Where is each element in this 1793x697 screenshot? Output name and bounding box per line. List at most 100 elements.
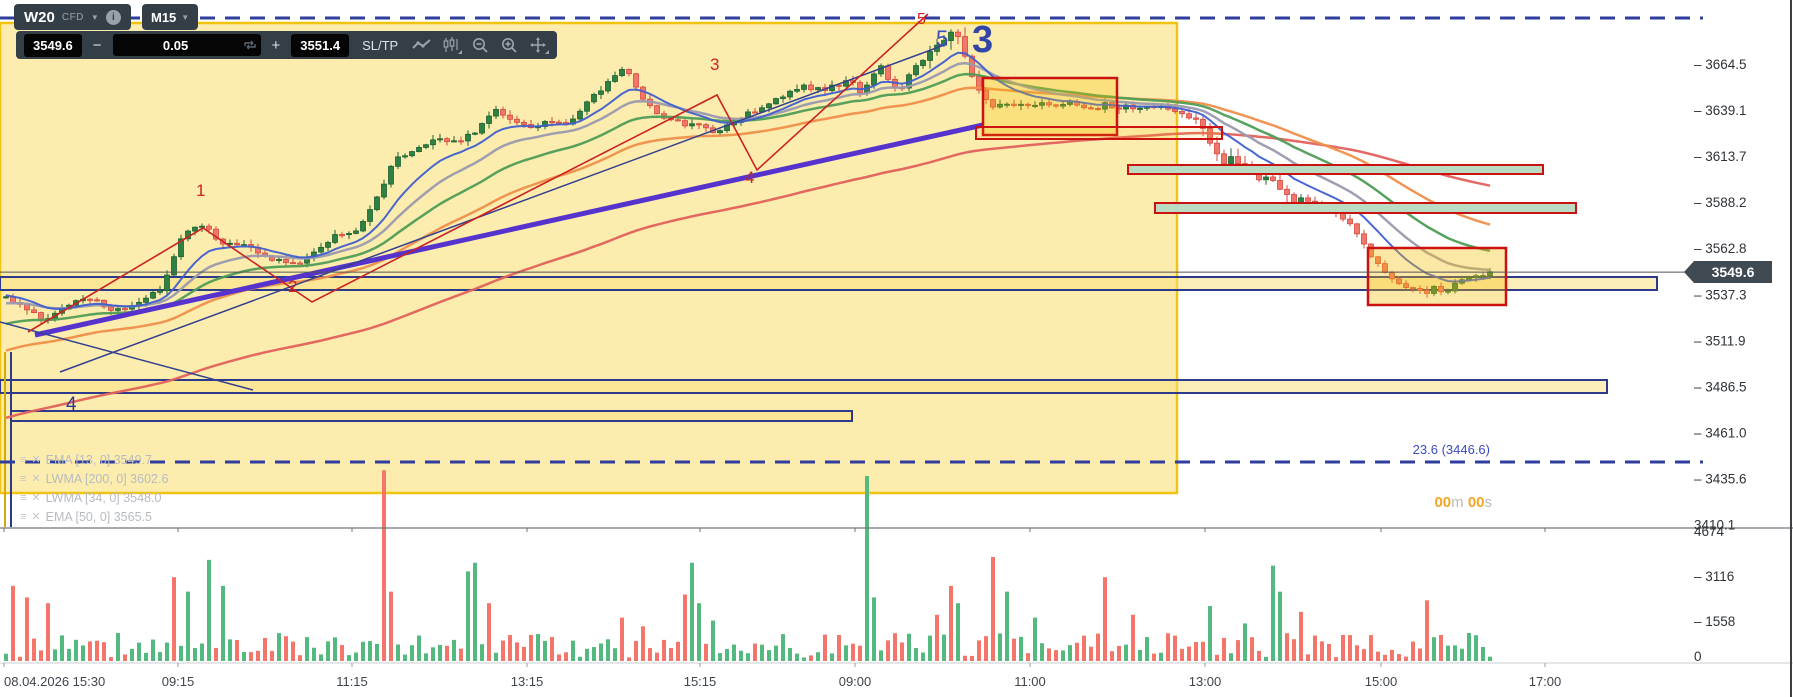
- volume-bar: [697, 603, 701, 661]
- indicator-settings-icon[interactable]: ≡: [20, 472, 27, 485]
- candle-body: [556, 121, 562, 124]
- indicator-remove-icon[interactable]: ✕: [31, 473, 41, 485]
- candle-body: [654, 105, 660, 115]
- candle-body: [1193, 117, 1199, 120]
- wave-annotation[interactable]: 3: [710, 55, 719, 74]
- instrument-bar: W20 CFD ▼ i: [14, 4, 131, 30]
- candle-body: [192, 226, 198, 232]
- ma-line-lwma-200[interactable]: [5, 131, 1491, 420]
- volume-bar: [186, 591, 190, 661]
- zoom-in-icon[interactable]: [498, 35, 520, 55]
- volume-bar: [1453, 645, 1457, 661]
- price-axis-label: – 3461.0: [1694, 426, 1747, 441]
- zoom-out-icon[interactable]: [469, 35, 491, 55]
- chevron-down-icon[interactable]: ▼: [90, 12, 99, 22]
- marked-zone-1[interactable]: [981, 76, 1119, 137]
- indicator-remove-icon[interactable]: ✕: [31, 492, 41, 504]
- support-band-1[interactable]: [0, 276, 1658, 291]
- countdown-minutes: 00: [1434, 494, 1452, 511]
- refresh-icon[interactable]: [239, 35, 261, 55]
- timeframe-selector[interactable]: M15 ▼: [142, 4, 199, 30]
- volume-bar: [1327, 644, 1331, 661]
- decrease-volume-button[interactable]: −: [92, 36, 102, 54]
- wave-annotation[interactable]: 3: [972, 19, 993, 61]
- candlestick-chart-type-icon[interactable]: [440, 35, 463, 55]
- sltp-button[interactable]: SL/TP: [362, 37, 399, 53]
- candle-body: [612, 75, 618, 82]
- volume-bar: [1257, 650, 1261, 661]
- indicator-remove-icon[interactable]: ✕: [31, 511, 41, 523]
- volume-bar: [361, 641, 365, 661]
- pan-move-icon[interactable]: [527, 35, 550, 55]
- wave-annotation[interactable]: 2: [288, 277, 297, 296]
- wave-zigzag[interactable]: [27, 13, 929, 333]
- candle-body: [1438, 286, 1444, 293]
- indicator-settings-icon[interactable]: ≡: [20, 510, 27, 523]
- volume-axis-label: 0: [1694, 649, 1702, 664]
- price-axis-label: – 3588.2: [1694, 195, 1747, 210]
- volume-bar: [592, 647, 596, 661]
- marked-zone-5[interactable]: [1366, 246, 1508, 307]
- wave-annotation[interactable]: 1: [196, 181, 205, 200]
- marked-zone-3[interactable]: [1127, 164, 1544, 175]
- volume-bar: [1236, 640, 1240, 661]
- marked-zone-4[interactable]: [1154, 202, 1577, 214]
- sell-price-button[interactable]: 3549.6: [24, 33, 82, 57]
- volume-bar: [641, 626, 645, 661]
- candle-body: [871, 73, 877, 86]
- volume-input[interactable]: 0.05: [112, 34, 261, 56]
- time-axis-label: 13:15: [511, 674, 544, 689]
- volume-bar: [144, 652, 148, 661]
- buy-price-button[interactable]: 3551.4: [291, 33, 350, 57]
- candle-body: [1417, 288, 1423, 291]
- volume-bar: [291, 641, 295, 661]
- volume-bar: [347, 655, 351, 661]
- candle-body: [1200, 118, 1206, 129]
- volume-bar: [1187, 646, 1191, 661]
- volume-bar: [543, 640, 547, 661]
- volume-bar: [368, 641, 372, 661]
- volume-bar: [207, 559, 211, 661]
- indicator-label: LWMA [200, 0] 3602.6: [45, 471, 169, 486]
- wave-annotation[interactable]: 5: [917, 11, 926, 28]
- candle-body: [507, 114, 513, 120]
- candle-body: [584, 101, 590, 112]
- candle-body: [234, 242, 240, 246]
- volume-bar: [991, 556, 995, 661]
- ma-line-ema-13[interactable]: [5, 51, 1491, 310]
- wave-annotation[interactable]: 4: [66, 394, 77, 415]
- indicator-settings-icon[interactable]: ≡: [20, 453, 27, 466]
- volume-bar: [1110, 651, 1114, 661]
- candle-body: [1263, 176, 1269, 181]
- volume-bar: [382, 470, 386, 661]
- indicator-remove-icon[interactable]: ✕: [31, 454, 41, 466]
- trendline-2[interactable]: [59, 43, 948, 373]
- volume-bar: [1166, 633, 1170, 661]
- increase-volume-button[interactable]: +: [271, 36, 281, 54]
- indicator-settings-icon[interactable]: ≡: [20, 491, 27, 504]
- volume-bar: [1390, 649, 1394, 661]
- volume-bar: [473, 562, 477, 661]
- candle-body: [290, 262, 296, 265]
- candle-body: [1207, 128, 1213, 144]
- candle-body: [458, 140, 464, 143]
- volume-bar: [1411, 641, 1415, 661]
- volume-bar: [1103, 577, 1107, 661]
- line-chart-type-icon[interactable]: [411, 35, 433, 55]
- trendline-3[interactable]: [0, 321, 254, 391]
- volume-axis-label: 4674: [1694, 524, 1725, 539]
- support-band-2[interactable]: [0, 379, 1608, 394]
- info-icon[interactable]: i: [105, 9, 121, 25]
- price-axis-label: – 3435.6: [1694, 472, 1747, 487]
- volume-bar: [809, 655, 813, 661]
- candle-body: [605, 81, 611, 92]
- volume-bar: [1369, 635, 1373, 661]
- wave-annotation[interactable]: 5: [936, 26, 948, 51]
- wave-annotation[interactable]: 4: [745, 168, 754, 187]
- volume-bar: [214, 647, 218, 661]
- volume-bar: [18, 656, 22, 661]
- trendline-1[interactable]: [34, 122, 984, 338]
- support-band-3[interactable]: [10, 410, 853, 422]
- marked-zone-2[interactable]: [975, 126, 1223, 140]
